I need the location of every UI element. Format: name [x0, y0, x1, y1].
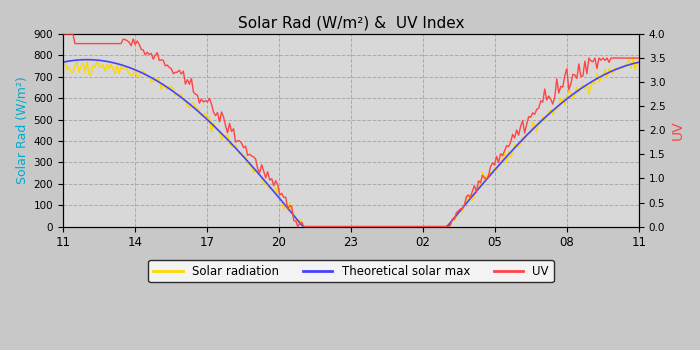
Y-axis label: UV: UV	[671, 120, 685, 140]
Y-axis label: Solar Rad (W/m²): Solar Rad (W/m²)	[15, 76, 28, 184]
Title: Solar Rad (W/m²) &  UV Index: Solar Rad (W/m²) & UV Index	[238, 15, 464, 30]
Legend: Solar radiation, Theoretical solar max, UV: Solar radiation, Theoretical solar max, …	[148, 260, 554, 282]
